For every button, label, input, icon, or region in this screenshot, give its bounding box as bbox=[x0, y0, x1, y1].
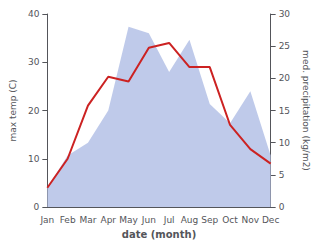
svg-text:15: 15 bbox=[279, 106, 290, 116]
svg-text:Oct: Oct bbox=[222, 215, 238, 225]
svg-text:40: 40 bbox=[28, 9, 40, 19]
svg-text:20: 20 bbox=[279, 73, 291, 83]
svg-text:Jun: Jun bbox=[141, 215, 156, 225]
svg-text:Sep: Sep bbox=[201, 215, 218, 225]
svg-text:Jul: Jul bbox=[163, 215, 175, 225]
svg-text:Aug: Aug bbox=[181, 215, 199, 225]
svg-text:30: 30 bbox=[279, 9, 291, 19]
svg-text:Mar: Mar bbox=[79, 215, 96, 225]
svg-text:Nov: Nov bbox=[242, 215, 260, 225]
svg-text:0: 0 bbox=[34, 202, 40, 212]
svg-text:date (month): date (month) bbox=[122, 229, 196, 240]
svg-text:Dec: Dec bbox=[262, 215, 279, 225]
svg-text:med. precipitation (kg/m2): med. precipitation (kg/m2) bbox=[301, 50, 311, 171]
svg-text:0: 0 bbox=[279, 202, 285, 212]
svg-text:25: 25 bbox=[279, 41, 290, 51]
svg-text:10: 10 bbox=[279, 138, 291, 148]
svg-text:20: 20 bbox=[28, 106, 40, 116]
svg-text:5: 5 bbox=[279, 170, 285, 180]
svg-text:10: 10 bbox=[28, 154, 40, 164]
svg-text:Jan: Jan bbox=[39, 215, 54, 225]
svg-text:30: 30 bbox=[28, 57, 40, 67]
svg-text:max temp (C): max temp (C) bbox=[8, 79, 18, 141]
svg-text:Feb: Feb bbox=[60, 215, 76, 225]
svg-text:Apr: Apr bbox=[100, 215, 116, 225]
svg-text:May: May bbox=[119, 215, 138, 225]
